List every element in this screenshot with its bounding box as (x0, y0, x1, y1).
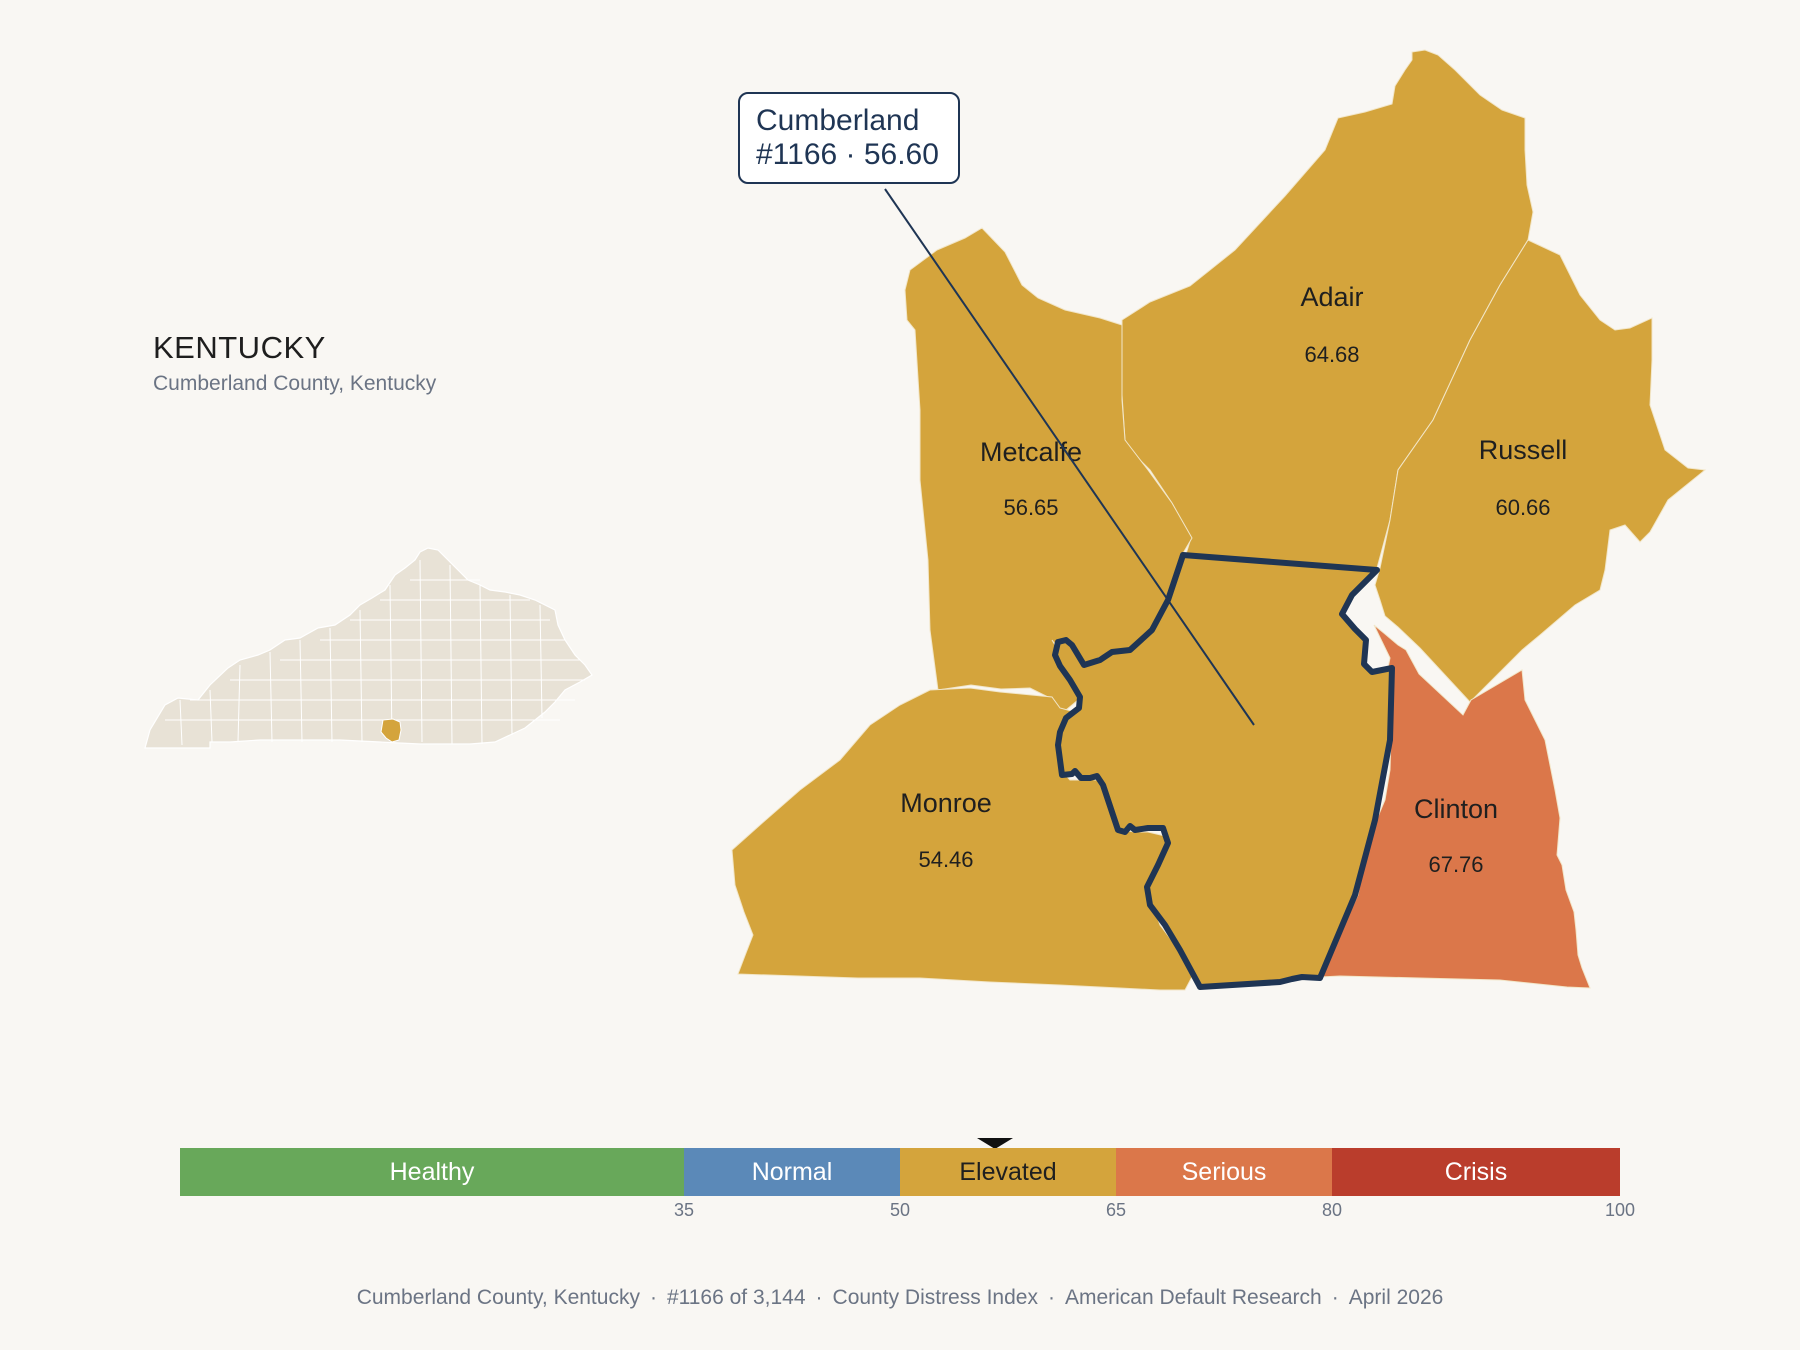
footer-index: County Distress Index (832, 1286, 1038, 1309)
county-value-metcalfe: 56.65 (1003, 495, 1058, 520)
footer-source: American Default Research (1064, 1286, 1322, 1309)
distress-scale-bar: Healthy Normal Elevated Serious Crisis (180, 1148, 1620, 1196)
scale-tick-label: 50 (889, 1200, 911, 1220)
scale-segment-normal: Normal (684, 1148, 900, 1196)
county-label-clinton: Clinton (1414, 794, 1498, 824)
scale-tick-label: 35 (673, 1200, 695, 1220)
scale-tick-label: 80 (1321, 1200, 1343, 1220)
county-value-clinton: 67.76 (1428, 852, 1483, 877)
footer-separator: · (815, 1286, 823, 1309)
kentucky-county-lines (165, 559, 585, 746)
cumberland-inset-marker (380, 718, 402, 743)
scale-segment-healthy: Healthy (180, 1148, 684, 1196)
footer: Cumberland County, Kentucky · #1166 of 3,1… (0, 1286, 1800, 1310)
callout-county-name: Cumberland (756, 104, 920, 137)
footer-separator: · (1047, 1286, 1055, 1309)
county-value-russell: 60.66 (1495, 495, 1550, 520)
kentucky-inset-map (144, 547, 593, 749)
footer-separator: · (649, 1286, 657, 1309)
cumberland-callout: Cumberland #1166 · 56.60 (738, 92, 960, 184)
state-subtitle: Cumberland County, Kentucky (153, 372, 437, 395)
county-value-adair: 64.68 (1304, 342, 1359, 367)
scale-tick-label: 100 (1604, 1200, 1636, 1220)
footer-separator: · (1331, 1286, 1339, 1309)
score-marker (977, 1138, 1014, 1149)
callout-rank-score: #1166 · 56.60 (756, 138, 939, 171)
county-russell[interactable] (1374, 239, 1707, 703)
county-labels: Adair 64.68 Metcalfe 56.65 Russell 60.66… (900, 282, 1567, 877)
scale-tick-label: 65 (1105, 1200, 1127, 1220)
kentucky-state-shape (144, 547, 593, 749)
footer-date: April 2026 (1348, 1286, 1444, 1309)
footer-county: Cumberland County, Kentucky (356, 1286, 640, 1309)
county-value-monroe: 54.46 (918, 847, 973, 872)
footer-rank: #1166 of 3,144 (666, 1286, 806, 1309)
scale-segment-crisis: Crisis (1332, 1148, 1620, 1196)
state-title: KENTUCKY (153, 330, 326, 365)
county-label-monroe: Monroe (900, 788, 992, 818)
scale-segment-elevated: Elevated (900, 1148, 1116, 1196)
callout-leader-line (884, 188, 1255, 726)
scale-segment-serious: Serious (1116, 1148, 1332, 1196)
county-cumberland-highlighted[interactable] (1052, 552, 1395, 990)
county-label-adair: Adair (1300, 282, 1363, 312)
county-label-russell: Russell (1479, 435, 1568, 465)
county-shapes (731, 49, 1707, 991)
